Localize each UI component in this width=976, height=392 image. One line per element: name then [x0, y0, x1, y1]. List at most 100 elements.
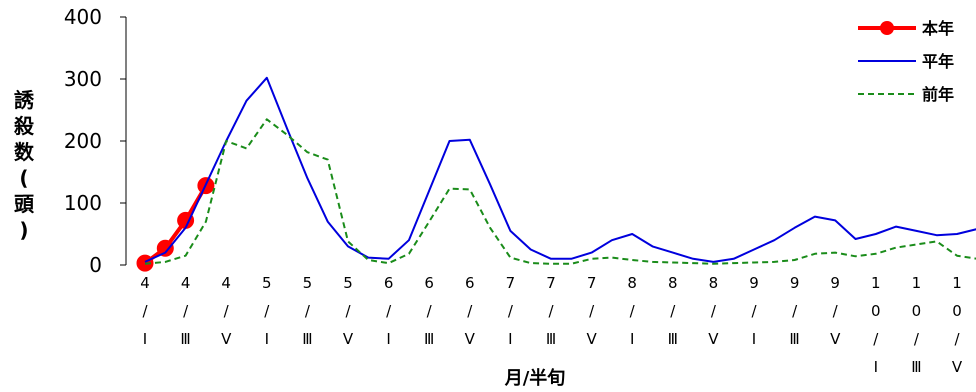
x-category-4: 5 / Ⅲ	[302, 274, 312, 348]
x-category-1-line-1: /	[183, 302, 189, 320]
y-label-char-4: 頭	[14, 192, 35, 216]
x-category-18-line-3: I	[874, 358, 878, 376]
x-category-15-line-0: 9	[749, 274, 759, 292]
x-category-15: 9 / I	[749, 274, 759, 348]
x-category-20-line-3: V	[952, 358, 963, 376]
x-category-5: 5 / V	[343, 274, 354, 348]
x-category-5-line-2: V	[343, 330, 354, 348]
x-category-1: 4 / Ⅲ	[180, 274, 190, 348]
x-category-6: 6 / I	[384, 274, 394, 348]
x-category-13-line-2: Ⅲ	[668, 330, 678, 348]
x-category-17-line-2: V	[830, 330, 841, 348]
legend-item-1: 平年	[858, 52, 954, 71]
x-category-4-line-2: Ⅲ	[302, 330, 312, 348]
series-0-point-1	[156, 239, 174, 257]
x-category-1-line-2: Ⅲ	[180, 330, 190, 348]
x-category-11-line-2: V	[586, 330, 597, 348]
x-category-6-line-2: I	[386, 330, 390, 348]
x-category-19-line-1: 0	[912, 302, 922, 320]
y-tick-label-200: 200	[64, 129, 102, 153]
x-category-10: 7 / Ⅲ	[546, 274, 556, 348]
x-category-20-line-0: 1	[952, 274, 962, 292]
x-category-6-line-0: 6	[384, 274, 394, 292]
x-category-16: 9 / Ⅲ	[789, 274, 799, 348]
series-layer	[136, 76, 976, 272]
x-category-14-line-1: /	[711, 302, 717, 320]
y-label-char-0: 誘	[14, 88, 35, 112]
x-category-9: 7 / I	[506, 274, 516, 348]
x-category-10-line-0: 7	[546, 274, 556, 292]
x-category-5-line-1: /	[345, 302, 351, 320]
x-category-3: 5 / I	[262, 274, 272, 348]
x-category-7-line-0: 6	[424, 274, 434, 292]
x-category-17-line-1: /	[833, 302, 839, 320]
x-category-1-line-0: 4	[181, 274, 191, 292]
x-category-9-line-2: I	[508, 330, 512, 348]
legend-item-2: 前年	[858, 85, 954, 104]
x-category-7-line-2: Ⅲ	[424, 330, 434, 348]
x-category-20-line-1: 0	[952, 302, 962, 320]
legend-marker-0	[880, 21, 894, 35]
series-line-2	[144, 118, 976, 265]
x-category-7: 6 / Ⅲ	[424, 274, 434, 348]
y-label-char-2: 数	[14, 140, 35, 164]
x-category-15-line-2: I	[752, 330, 756, 348]
x-category-12: 8 / I	[627, 274, 637, 348]
x-category-18-line-2: /	[873, 330, 879, 348]
x-category-2-line-1: /	[224, 302, 230, 320]
x-axis: 4/I4/Ⅲ4/V5/I5/Ⅲ5/V6/I6/Ⅲ6/V7/I7/Ⅲ7/V8/I8…	[140, 274, 963, 376]
x-category-6-line-1: /	[386, 302, 392, 320]
y-tick-label-400: 400	[64, 5, 102, 29]
x-category-17: 9 / V	[830, 274, 841, 348]
x-category-18-line-0: 1	[871, 274, 881, 292]
x-category-17-line-0: 9	[830, 274, 840, 292]
x-category-0-line-2: I	[143, 330, 147, 348]
x-category-15-line-1: /	[751, 302, 757, 320]
x-category-0-line-0: 4	[140, 274, 150, 292]
x-category-13-line-0: 8	[668, 274, 678, 292]
x-category-13-line-1: /	[670, 302, 676, 320]
x-category-18-line-1: 0	[871, 302, 881, 320]
y-label-char-1: 殺	[13, 114, 35, 138]
x-category-9-line-1: /	[508, 302, 514, 320]
x-category-7-line-1: /	[427, 302, 433, 320]
x-category-14-line-2: V	[708, 330, 719, 348]
y-axis: 0 100 200 300 400	[64, 5, 127, 277]
series-line-1	[144, 76, 976, 263]
x-axis-label: 月/半旬	[504, 367, 566, 389]
x-category-8-line-0: 6	[465, 274, 475, 292]
x-category-2-line-0: 4	[221, 274, 231, 292]
x-category-11: 7 / V	[586, 274, 597, 348]
x-category-0: 4 / I	[140, 274, 150, 348]
x-category-16-line-1: /	[792, 302, 798, 320]
x-category-19-line-3: Ⅲ	[911, 358, 921, 376]
x-category-20-line-2: /	[954, 330, 960, 348]
x-category-8: 6 / V	[465, 274, 476, 348]
x-category-3-line-1: /	[264, 302, 270, 320]
x-category-16-line-2: Ⅲ	[789, 330, 799, 348]
x-category-11-line-1: /	[589, 302, 595, 320]
y-tick-label-0: 0	[89, 253, 102, 277]
x-category-4-line-1: /	[305, 302, 311, 320]
x-category-9-line-0: 7	[506, 274, 516, 292]
series-line-0	[143, 184, 208, 265]
x-category-5-line-0: 5	[343, 274, 353, 292]
legend-label-2: 前年	[922, 85, 954, 104]
y-label-char-5: )	[19, 218, 28, 242]
x-category-16-line-0: 9	[790, 274, 800, 292]
x-category-20: 1 0 / V	[952, 274, 963, 376]
x-category-2: 4 / V	[221, 274, 232, 348]
x-category-18: 1 0 / I	[871, 274, 881, 376]
legend-item-0: 本年	[858, 19, 954, 38]
x-category-19: 1 0 / Ⅲ	[911, 274, 921, 376]
x-category-12-line-1: /	[630, 302, 636, 320]
x-category-8-line-2: V	[465, 330, 476, 348]
y-tick-label-300: 300	[64, 67, 102, 91]
x-category-2-line-2: V	[221, 330, 232, 348]
x-category-14: 8 / V	[708, 274, 719, 348]
x-category-8-line-1: /	[467, 302, 473, 320]
x-category-3-line-2: I	[265, 330, 269, 348]
x-category-12-line-2: I	[630, 330, 634, 348]
